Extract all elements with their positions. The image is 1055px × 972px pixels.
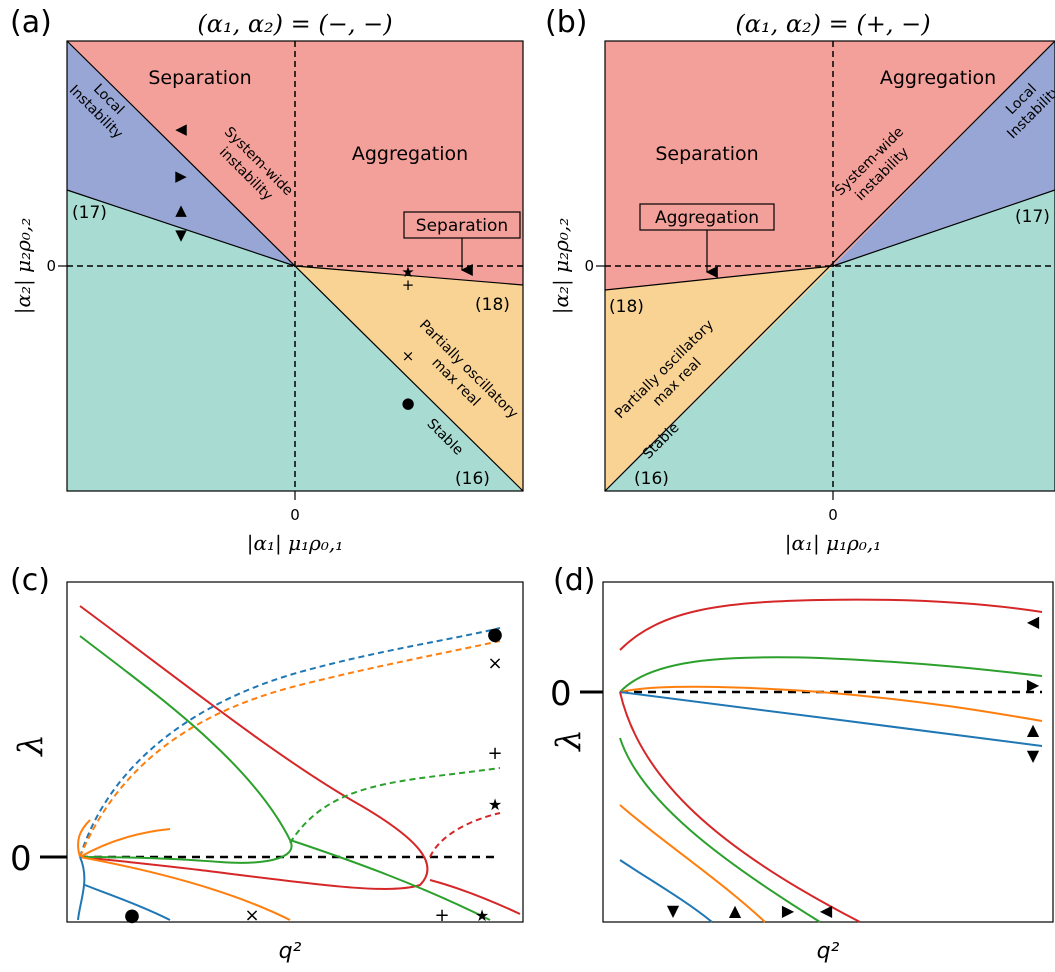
- curve-c-blue-solid: [77, 856, 171, 921]
- xtick-a-zero: 0: [290, 506, 300, 524]
- curve-d-orange-bottom: [619, 804, 766, 923]
- marker-a-triangle-up: ▲: [175, 201, 187, 219]
- curve-c-green-dashed: [289, 767, 501, 844]
- ylabel-c: λ: [11, 734, 51, 758]
- region-b-green: [605, 190, 1055, 491]
- marker-c-star-bottom: ★: [475, 906, 489, 925]
- marker-d-up-bottom: ▲: [729, 901, 742, 920]
- curve-d-red-top: [619, 598, 1043, 651]
- curve-d-red-bottom: [619, 691, 861, 923]
- panel-a: (a) (α₁, α₂) = (−, −) Separation Aggrega…: [10, 5, 524, 556]
- curve-d-orange-top: [619, 685, 1043, 722]
- curve-c-blue-dashed: [79, 627, 501, 858]
- ylabel-b: |α₂| μ₂ρ₀,₂: [549, 218, 574, 315]
- panel-c-frame: [66, 581, 524, 923]
- panel-b-title: (α₁, α₂) = (+, −): [735, 10, 930, 38]
- marker-a-plus: +: [402, 276, 415, 294]
- ytick-c-zero: 0: [10, 839, 32, 879]
- xtick-b-zero: 0: [828, 506, 838, 524]
- curve-c-orange-dashed: [79, 640, 501, 858]
- curve-c-red-solid: [79, 605, 521, 915]
- region-b-red: [605, 41, 1055, 290]
- ylabel-a: |α₂| μ₂ρ₀,₂: [11, 218, 36, 315]
- label-a-separation: Separation: [148, 67, 251, 89]
- curve-c-green-solid: [79, 635, 491, 921]
- ytick-a-zero: 0: [46, 257, 56, 275]
- panel-a-title: (α₁, α₂) = (−, −): [197, 10, 392, 38]
- panel-b-label: (b): [545, 5, 587, 40]
- marker-a-triangle-right: ▶: [175, 167, 187, 185]
- boundary-a-18: [294, 265, 524, 286]
- boundary-b-18: [604, 265, 834, 291]
- marker-a-star: ★: [401, 263, 414, 281]
- marker-c-plus-bottom: +: [434, 905, 449, 926]
- xlabel-d: q²: [817, 939, 840, 964]
- panel-d: (d) ◀ ▶ ▲ ▼ ▼ ▲ ▶ ◀ 0 λ q²: [549, 563, 1054, 964]
- box-a-separation-text: Separation: [416, 216, 508, 236]
- boundary-b-17: [832, 189, 1055, 267]
- marker-a-x: ×: [402, 347, 415, 365]
- ytick-b-zero: 0: [584, 257, 594, 275]
- eq-b-18: (18): [609, 297, 644, 317]
- xlabel-c: q²: [279, 939, 302, 964]
- marker-d-left-bottom: ◀: [820, 901, 833, 920]
- marker-a-triangle-left: ◀: [175, 120, 187, 138]
- curve-d-blue-top: [619, 691, 1043, 747]
- curve-d-green-top: [619, 656, 1043, 693]
- panel-d-frame: [602, 581, 1054, 923]
- eq-a-16: (16): [455, 469, 490, 489]
- ylabel-d: λ: [549, 729, 589, 753]
- marker-d-up-top: ▲: [1027, 720, 1040, 739]
- marker-c-circle-bottom: ●: [124, 905, 140, 926]
- eq-b-17: (17): [1015, 207, 1050, 227]
- eq-a-17: (17): [72, 203, 107, 223]
- panel-b: (b) (α₁, α₂) = (+, −) Separation Aggrega…: [545, 5, 1055, 556]
- label-b-separation: Separation: [655, 143, 758, 165]
- marker-d-left-top: ◀: [1027, 612, 1040, 631]
- curve-c-orange-solid: [77, 819, 291, 921]
- marker-c-star-top: ★: [488, 795, 502, 814]
- ytick-d-zero: 0: [550, 674, 572, 714]
- panel-c: (c) ● × + ★ ● × + ★ 0 λ q²: [10, 563, 524, 964]
- curve-d-blue-bottom: [619, 859, 713, 923]
- label-a-aggregation: Aggregation: [352, 143, 468, 165]
- marker-d-down-bottom: ▼: [667, 901, 680, 920]
- marker-c-circle-top: ●: [487, 624, 503, 645]
- panel-a-label: (a): [10, 5, 52, 40]
- marker-c-x-top: ×: [487, 653, 502, 674]
- panel-c-label: (c): [10, 563, 50, 598]
- marker-d-right-bottom: ▶: [782, 901, 795, 920]
- marker-d-right-top: ▶: [1027, 675, 1040, 694]
- marker-c-plus-top: +: [487, 743, 502, 764]
- box-b-aggregation-text: Aggregation: [655, 208, 759, 228]
- curve-d-green-bottom: [619, 737, 821, 923]
- marker-d-down-top: ▼: [1027, 746, 1040, 765]
- marker-a-circle: ●: [401, 394, 414, 412]
- marker-a-triangle-down: ▼: [175, 226, 187, 244]
- marker-c-x-bottom: ×: [244, 905, 259, 926]
- label-b-aggregation: Aggregation: [880, 67, 996, 89]
- xlabel-a: |α₁| μ₁ρ₀,₁: [247, 531, 344, 556]
- eq-b-16: (16): [634, 469, 669, 489]
- panel-d-label: (d): [553, 563, 595, 598]
- eq-a-18: (18): [475, 295, 510, 315]
- xlabel-b: |α₁| μ₁ρ₀,₁: [785, 531, 882, 556]
- curve-c-red-dashed: [429, 812, 501, 858]
- boundary-a-17: [66, 189, 296, 267]
